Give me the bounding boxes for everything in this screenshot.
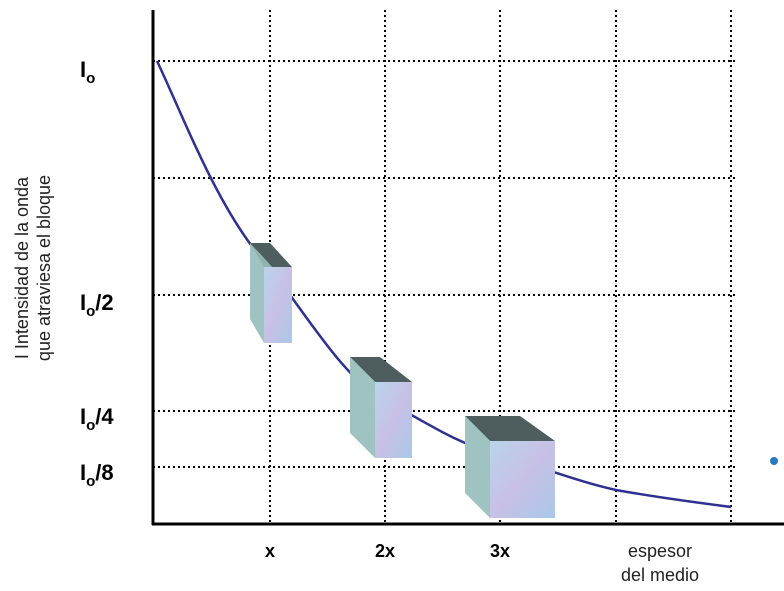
y-label-rest: /8 [95,460,113,485]
x-axis-label: del medio [621,565,699,585]
dot [770,457,778,465]
y-axis-label: I Intensidad de la onda [12,176,32,359]
block-1 [250,243,292,343]
y-label: Io/4 [80,404,114,434]
y-label-rest: /2 [95,290,113,315]
x-axis-label: espesor [628,541,692,561]
y-label: Io [80,57,95,87]
chart: I Intensidad de la onda que atraviesa el… [0,0,784,591]
y-label-sub: o [86,70,95,87]
y-label-sub: o [86,417,95,434]
y-label-sub: o [86,303,95,320]
y-label: Io/8 [80,460,114,490]
y-axis-label: que atraviesa el bloque [34,175,54,361]
block-2 [350,357,412,458]
y-label: Io/2 [80,290,114,320]
block-3 [465,416,555,518]
grid [153,10,735,524]
x-label: 2x [375,541,395,561]
x-label: x [265,541,275,561]
x-label: 3x [490,541,510,561]
y-label-rest: /4 [95,404,114,429]
y-label-sub: o [86,473,95,490]
decay-curve [157,61,731,507]
